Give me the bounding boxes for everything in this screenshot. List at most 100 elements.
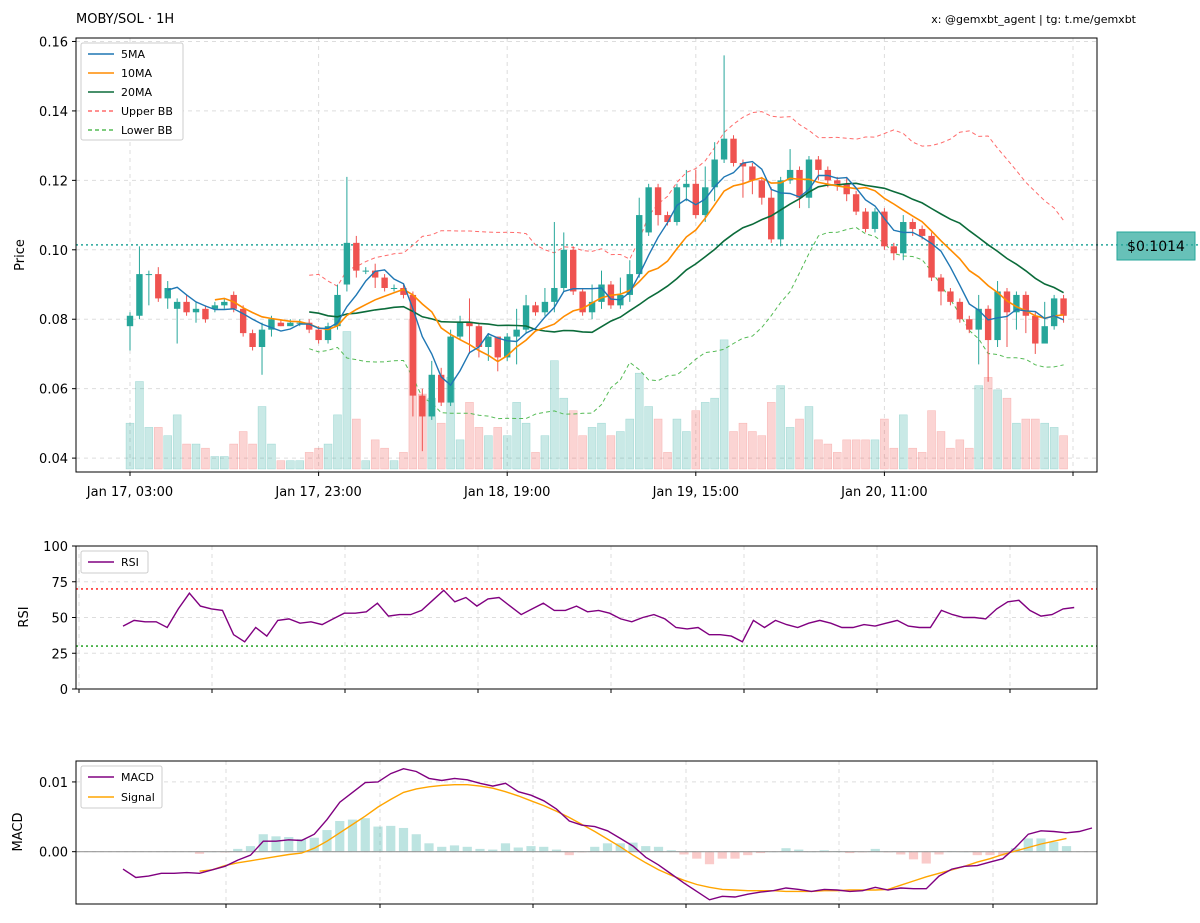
volume-bar	[163, 435, 172, 470]
volume-bar	[917, 452, 927, 470]
rsi-ytick-label: 50	[51, 612, 68, 627]
candle-body	[702, 187, 709, 216]
volume-bar	[248, 443, 257, 470]
candle-body	[456, 322, 464, 337]
candle-body	[513, 329, 520, 337]
candle-body	[466, 322, 473, 327]
macd-histogram-bar	[1010, 848, 1021, 852]
candle	[513, 308, 520, 365]
candle-body	[1022, 294, 1030, 316]
candle-body	[249, 333, 256, 348]
macd-histogram-bar	[908, 851, 919, 860]
volume-bar	[823, 443, 833, 470]
candle-body	[334, 294, 341, 327]
candle	[1060, 294, 1067, 323]
candle	[1041, 301, 1048, 344]
candle	[730, 135, 737, 167]
candle-body	[1060, 298, 1067, 316]
candle	[560, 232, 567, 292]
price-xtick-label: Jan 20, 11:00	[840, 485, 927, 500]
rsi-line	[122, 589, 1075, 643]
candle	[202, 305, 209, 323]
candle	[1003, 287, 1011, 348]
volume-bar	[1021, 418, 1031, 470]
macd-histogram-bar	[551, 849, 562, 852]
candle-body	[1013, 294, 1020, 313]
candle-body	[626, 274, 633, 295]
candle	[636, 197, 643, 278]
price-xtick-label: Jan 17, 23:00	[274, 485, 361, 500]
candle-body	[522, 305, 530, 330]
candle-body	[909, 222, 916, 229]
candle-body	[1041, 326, 1048, 344]
candle-body	[183, 301, 190, 313]
volume-bar	[814, 439, 823, 470]
legend-label-macd: MACD	[121, 771, 154, 784]
candle-body	[202, 308, 209, 320]
volume-bar	[125, 422, 135, 470]
legend-label-signal: Signal	[121, 791, 155, 804]
candle-body	[136, 274, 143, 316]
macd-histogram-bar	[679, 851, 689, 855]
volume-bar	[833, 452, 842, 470]
candle-body	[343, 242, 351, 285]
volume-bar	[625, 418, 635, 470]
macd-histogram-bar	[564, 851, 574, 856]
candle-body	[834, 180, 841, 184]
macd-histogram-bar	[437, 846, 447, 852]
candle	[966, 315, 973, 334]
macd-ytick-label: 0.00	[39, 846, 68, 861]
candle-body	[636, 215, 643, 275]
rsi-axis-ticks: 0 25 50 75 100	[43, 540, 1011, 698]
candle-body	[560, 249, 567, 288]
volume-bar	[927, 410, 936, 470]
macd-histogram-bar	[449, 845, 460, 852]
macd-histogram-bar	[934, 851, 944, 855]
candle	[570, 246, 577, 295]
volume-bar	[955, 439, 965, 470]
macd-histogram-bar	[488, 849, 498, 852]
candle-body	[324, 326, 332, 341]
candle-body	[437, 374, 445, 403]
candle	[551, 222, 558, 313]
credit-text: x: @gemxbt_agent | tg: t.me/gemxbt	[931, 13, 1136, 26]
price-ytick-label: 0.10	[39, 244, 68, 259]
volume-bar	[304, 452, 314, 470]
candle	[315, 326, 322, 344]
rsi-ytick-label: 25	[51, 647, 68, 662]
macd-histogram-bar	[245, 846, 256, 852]
macd-histogram-bar	[730, 851, 740, 859]
candle-body	[126, 315, 134, 327]
volume-bar	[361, 460, 370, 470]
volume-bar	[342, 331, 352, 470]
volume-bar	[465, 402, 474, 470]
candle-body	[937, 277, 945, 292]
candle	[900, 215, 907, 261]
candle-body	[277, 322, 285, 327]
macd-histogram-bar	[781, 848, 791, 852]
volume-bar	[399, 452, 408, 470]
volume-bar	[531, 452, 540, 470]
volume-bar	[436, 422, 446, 470]
candle	[343, 176, 351, 292]
candle-body	[258, 329, 266, 348]
macd-histogram-bar	[526, 846, 536, 852]
candle-body	[155, 274, 162, 299]
volume-bar	[889, 447, 899, 470]
macd-histogram-bar	[590, 846, 600, 852]
candle	[353, 235, 360, 278]
macd-histogram-bar	[921, 851, 931, 864]
candle	[155, 267, 162, 302]
volume-bar	[389, 460, 399, 470]
candle-body	[532, 305, 539, 313]
candles	[126, 55, 1067, 452]
candle	[947, 287, 954, 306]
volume-bar	[653, 418, 663, 470]
candle-body	[1032, 315, 1039, 344]
candle-body	[711, 159, 718, 188]
candle	[749, 162, 756, 195]
candle	[852, 190, 860, 216]
volume-bar	[276, 460, 286, 470]
candle	[692, 169, 699, 219]
candle-body	[400, 287, 407, 295]
